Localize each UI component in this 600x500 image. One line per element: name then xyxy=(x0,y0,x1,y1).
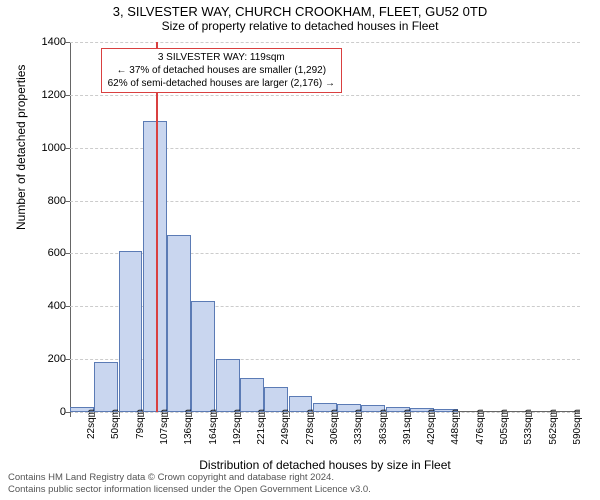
x-tick-mark xyxy=(191,412,192,417)
y-tick-label: 1200 xyxy=(28,89,66,101)
x-tick-mark xyxy=(531,412,532,417)
x-tick-mark xyxy=(240,412,241,417)
gridline xyxy=(70,42,580,43)
x-tick-mark xyxy=(507,412,508,417)
x-tick-label: 391sqm xyxy=(402,409,413,445)
x-tick-label: 590sqm xyxy=(572,409,583,445)
x-tick-mark xyxy=(337,412,338,417)
x-tick-label: 363sqm xyxy=(378,409,389,445)
x-tick-mark xyxy=(386,412,387,417)
x-tick-label: 278sqm xyxy=(305,409,316,445)
chart-container: 3, SILVESTER WAY, CHURCH CROOKHAM, FLEET… xyxy=(0,0,600,500)
y-tick-mark xyxy=(65,148,70,149)
x-tick-label: 221sqm xyxy=(256,409,267,445)
x-tick-label: 306sqm xyxy=(329,409,340,445)
x-tick-label: 50sqm xyxy=(110,409,121,439)
x-tick-mark xyxy=(434,412,435,417)
property-marker-line xyxy=(156,42,158,412)
y-tick-mark xyxy=(65,359,70,360)
x-tick-label: 333sqm xyxy=(353,409,364,445)
x-tick-mark xyxy=(459,412,460,417)
x-tick-label: 505sqm xyxy=(499,409,510,445)
titles: 3, SILVESTER WAY, CHURCH CROOKHAM, FLEET… xyxy=(0,4,600,33)
x-tick-label: 22sqm xyxy=(86,409,97,439)
x-tick-mark xyxy=(119,412,120,417)
footer-line-1: Contains HM Land Registry data © Crown c… xyxy=(8,472,371,484)
y-tick-mark xyxy=(65,42,70,43)
x-tick-label: 164sqm xyxy=(208,409,219,445)
y-tick-mark xyxy=(65,95,70,96)
gridline xyxy=(70,95,580,96)
x-tick-mark xyxy=(94,412,95,417)
histogram-bar xyxy=(216,359,240,412)
x-tick-label: 136sqm xyxy=(183,409,194,445)
annotation-line: 62% of semi-detached houses are larger (… xyxy=(108,77,335,90)
histogram-bar xyxy=(119,251,143,412)
y-tick-label: 400 xyxy=(28,300,66,312)
histogram-bar xyxy=(94,362,118,412)
x-tick-mark xyxy=(410,412,411,417)
footer-line-2: Contains public sector information licen… xyxy=(8,484,371,496)
y-tick-label: 1400 xyxy=(28,36,66,48)
chart-title: 3, SILVESTER WAY, CHURCH CROOKHAM, FLEET… xyxy=(0,4,600,19)
y-axis-label: Number of detached properties xyxy=(14,65,28,230)
y-tick-mark xyxy=(65,201,70,202)
x-tick-mark xyxy=(483,412,484,417)
x-tick-label: 448sqm xyxy=(450,409,461,445)
x-tick-mark xyxy=(167,412,168,417)
x-tick-mark xyxy=(216,412,217,417)
plot-area: 020040060080010001200140022sqm50sqm79sqm… xyxy=(70,42,580,412)
histogram-bar xyxy=(191,301,215,412)
y-tick-label: 800 xyxy=(28,195,66,207)
x-tick-label: 192sqm xyxy=(232,409,243,445)
y-tick-label: 1000 xyxy=(28,142,66,154)
x-tick-label: 249sqm xyxy=(280,409,291,445)
x-tick-label: 79sqm xyxy=(135,409,146,439)
annotation-line: 3 SILVESTER WAY: 119sqm xyxy=(108,51,335,64)
x-tick-mark xyxy=(70,412,71,417)
x-tick-mark xyxy=(264,412,265,417)
x-tick-mark xyxy=(556,412,557,417)
y-tick-mark xyxy=(65,306,70,307)
y-tick-label: 0 xyxy=(28,406,66,418)
x-tick-mark xyxy=(289,412,290,417)
annotation-box: 3 SILVESTER WAY: 119sqm← 37% of detached… xyxy=(101,48,342,93)
histogram-bar xyxy=(240,378,264,412)
x-tick-mark xyxy=(143,412,144,417)
y-tick-mark xyxy=(65,253,70,254)
x-tick-label: 107sqm xyxy=(159,409,170,445)
footer-attribution: Contains HM Land Registry data © Crown c… xyxy=(8,472,371,496)
x-tick-label: 562sqm xyxy=(548,409,559,445)
annotation-line: ← 37% of detached houses are smaller (1,… xyxy=(108,64,335,77)
x-tick-mark xyxy=(313,412,314,417)
y-axis-line xyxy=(70,42,71,412)
x-tick-label: 476sqm xyxy=(475,409,486,445)
x-tick-label: 420sqm xyxy=(426,409,437,445)
x-tick-label: 533sqm xyxy=(523,409,534,445)
y-tick-label: 600 xyxy=(28,247,66,259)
y-tick-label: 200 xyxy=(28,353,66,365)
x-tick-mark xyxy=(361,412,362,417)
chart-subtitle: Size of property relative to detached ho… xyxy=(0,19,600,33)
x-axis-label: Distribution of detached houses by size … xyxy=(70,458,580,472)
histogram-bar xyxy=(167,235,191,412)
